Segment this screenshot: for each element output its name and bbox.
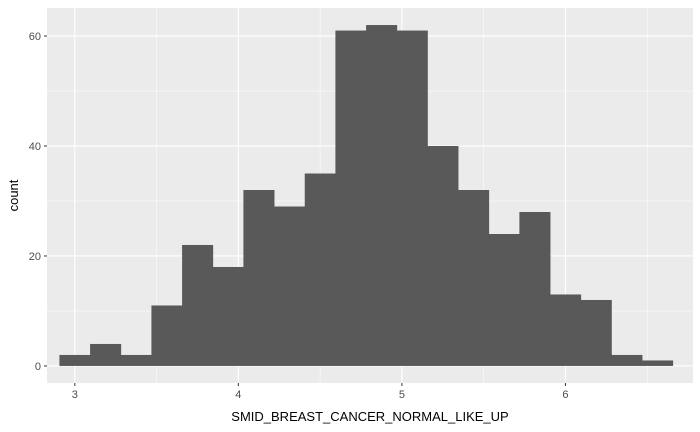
histogram-bar	[366, 25, 398, 366]
histogram-bar	[304, 173, 336, 366]
histogram-bars	[59, 25, 674, 366]
histogram-bar	[335, 30, 367, 366]
histogram-bar	[59, 354, 91, 366]
histogram-bar	[611, 354, 643, 366]
histogram-bar	[488, 233, 520, 366]
histogram-bar	[120, 354, 152, 366]
histogram-bar	[182, 244, 214, 366]
histogram-bar	[458, 190, 490, 366]
histogram-bar	[151, 305, 183, 366]
y-axis: 0 20 40 60	[29, 31, 47, 373]
y-tick-label: 40	[29, 141, 41, 153]
x-tick-label: 5	[399, 389, 405, 401]
y-tick-label: 20	[29, 251, 41, 263]
histogram-bar	[642, 360, 674, 366]
x-tick-label: 4	[235, 389, 241, 401]
x-axis: 3 4 5 6	[72, 383, 568, 401]
y-axis-title: count	[6, 179, 21, 211]
histogram-bar	[243, 190, 275, 366]
y-tick-label: 60	[29, 31, 41, 43]
histogram-bar	[550, 294, 582, 366]
histogram-bar	[580, 299, 612, 366]
histogram-bar	[274, 206, 306, 366]
x-tick-label: 3	[72, 389, 78, 401]
y-tick-label: 0	[35, 361, 41, 373]
x-tick-label: 6	[562, 389, 568, 401]
x-axis-title: SMID_BREAST_CANCER_NORMAL_LIKE_UP	[231, 409, 508, 424]
histogram-bar	[212, 266, 244, 366]
histogram-bar	[519, 211, 551, 366]
histogram-bar	[396, 30, 428, 366]
histogram-bar	[90, 343, 122, 366]
histogram-bar	[427, 146, 459, 366]
